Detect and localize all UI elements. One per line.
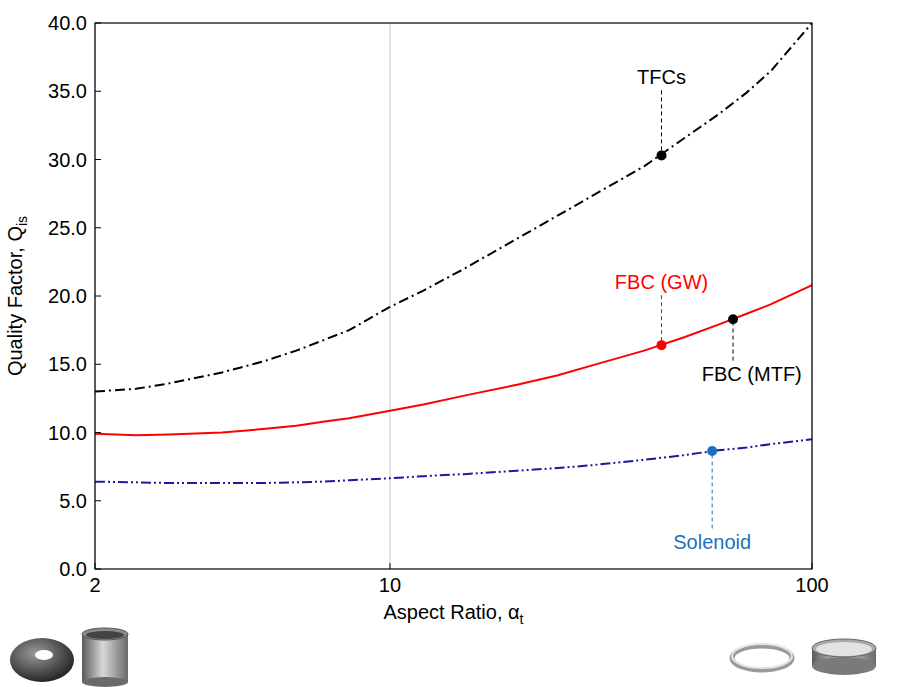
leader-line (661, 295, 662, 345)
tick-label: 40.0 (48, 12, 87, 34)
tick (95, 364, 101, 365)
tick (95, 159, 101, 160)
y-axis-title-main: Quality Factor, Q (4, 226, 26, 376)
tick (95, 432, 101, 433)
annotation-label: TFCs (637, 66, 686, 88)
plot-area (95, 23, 812, 483)
tick-label: 100 (795, 574, 828, 596)
leader-line (661, 90, 662, 155)
leader-line (712, 451, 713, 529)
band-bottom (812, 657, 876, 675)
tick-label: 10 (379, 574, 401, 596)
annotation-label: Solenoid (673, 531, 751, 553)
annotation-dot (657, 150, 667, 160)
tick (95, 296, 101, 297)
band-top (812, 639, 876, 657)
y-axis-title-sub: is (14, 216, 30, 226)
tick-label: 20.0 (48, 285, 87, 307)
tick-label: 0.0 (59, 558, 87, 580)
tick (95, 227, 101, 228)
x-axis-title-sub: t (520, 611, 524, 627)
y-axis-title: Quality Factor, Qis (4, 216, 30, 376)
tick (389, 563, 390, 569)
band-inner (816, 642, 872, 656)
cylinder-icon (82, 634, 128, 682)
annotation-label: FBC (MTF) (702, 363, 802, 385)
cylinder-top (82, 628, 128, 640)
cylinder-bottom (82, 677, 128, 687)
series-line (95, 439, 812, 483)
series-line (95, 285, 812, 435)
ring-icon (732, 646, 792, 670)
grid-line (389, 23, 390, 569)
tick (95, 500, 101, 501)
plot-frame (95, 23, 812, 569)
shape-icons (10, 628, 876, 687)
x-axis-title-main: Aspect Ratio, α (384, 601, 520, 623)
annotation-dot (707, 446, 717, 456)
tick-label: 2 (89, 574, 100, 596)
torus-icon (10, 638, 74, 682)
torus-hole (35, 650, 53, 660)
x-axis-title: Aspect Ratio, αt (384, 601, 524, 627)
chart: 0.0 5.0 10.0 15.0 20.0 25.0 30.0 35.0 40.0 2 10 100… (0, 0, 901, 687)
annotation-label: FBC (GW) (615, 271, 708, 293)
tick-label: 30.0 (48, 149, 87, 171)
annotation-dot (728, 314, 738, 324)
series-line (95, 23, 812, 392)
tick-label: 25.0 (48, 217, 87, 239)
tick (95, 91, 101, 92)
tick-label: 15.0 (48, 353, 87, 375)
ring-highlight (732, 644, 792, 668)
annotation-dot (657, 340, 667, 350)
cylinder-inner (86, 631, 124, 639)
tick-label: 5.0 (59, 490, 87, 512)
tick-label: 10.0 (48, 422, 87, 444)
tick-label: 35.0 (48, 80, 87, 102)
leader-line (733, 319, 734, 360)
